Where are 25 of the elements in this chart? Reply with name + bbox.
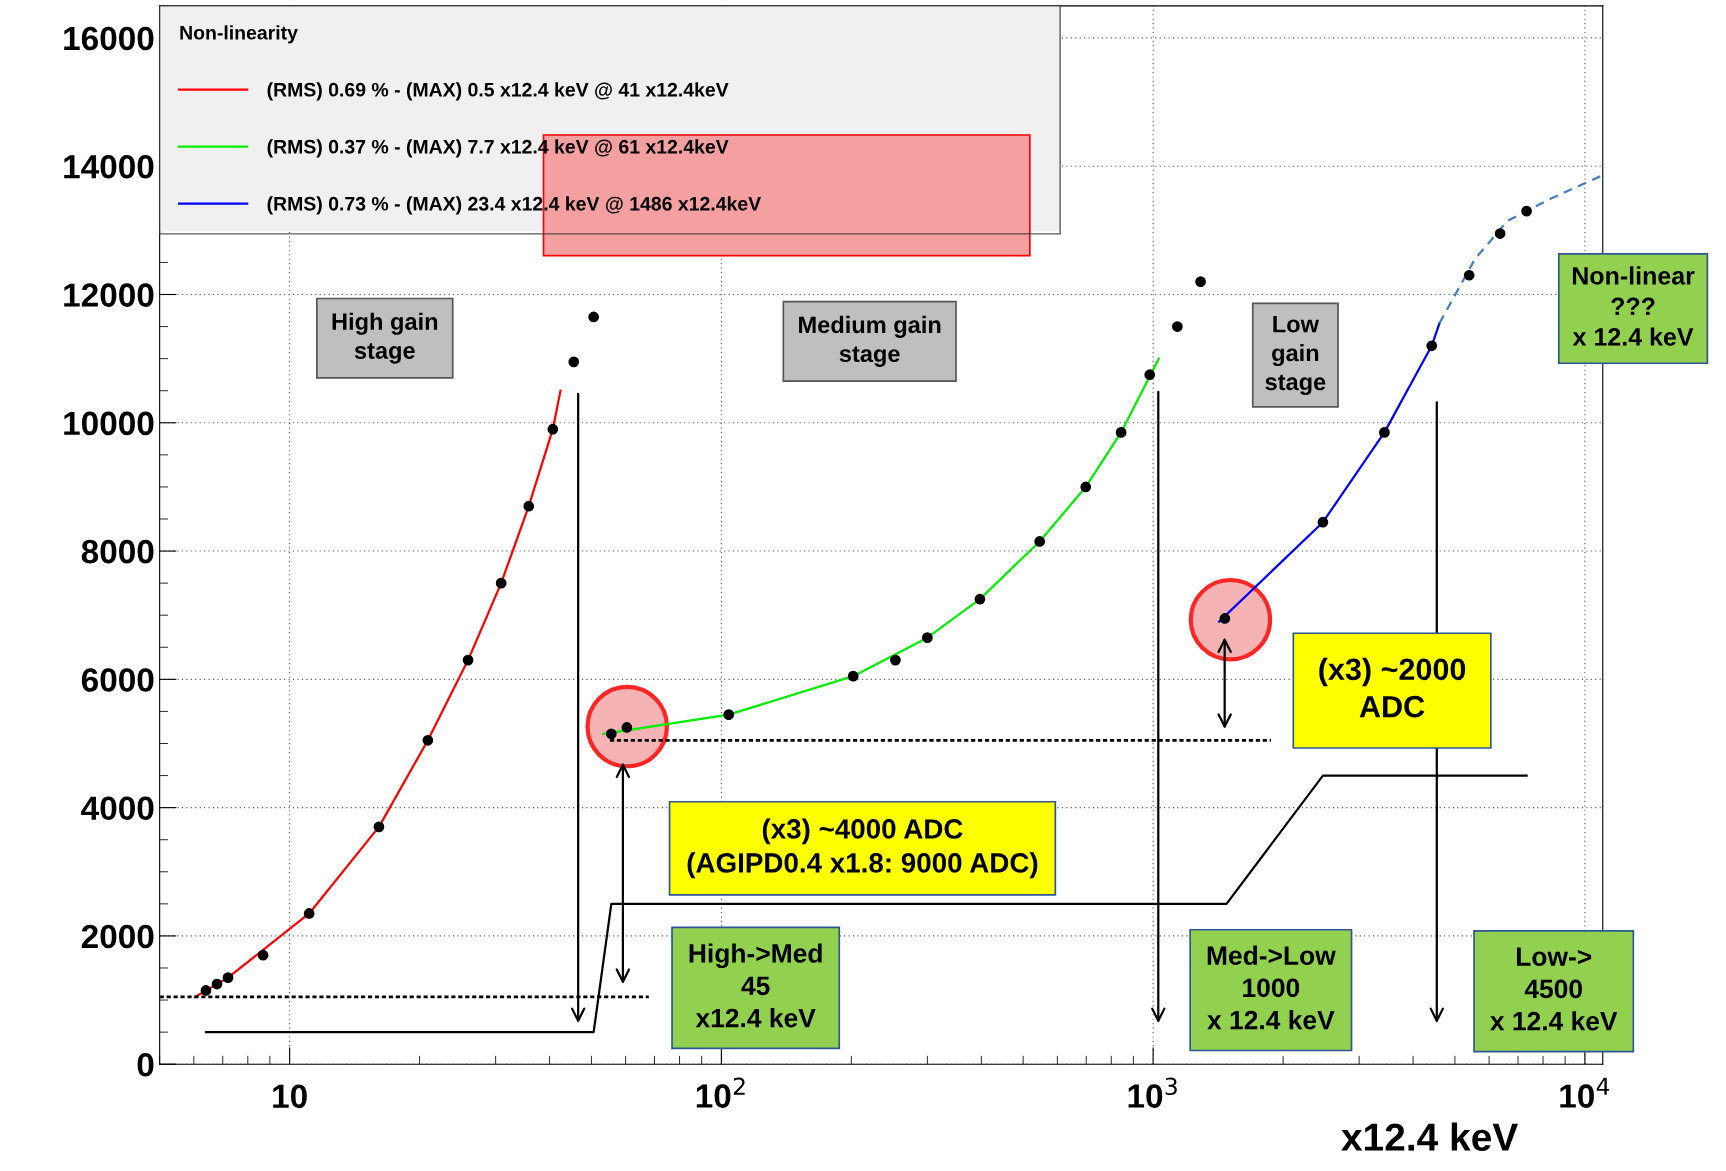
y-tick-label: 4000 [81,796,154,821]
y-tick-label: 10000 [64,411,154,436]
annotation: High->Med 45 x12.4 keV [689,943,822,1028]
x-tick-label: 10$^{2}$ [696,1077,745,1108]
annotation: High gain stage [332,312,438,364]
annotation: Low-> 4500 x 12.4 keV [1490,947,1618,1031]
x-tick-label: 10$^{4}$ [1560,1077,1610,1108]
legend-title: Non-linearity [180,25,298,44]
annotation: Medium gain stage [799,315,941,367]
annotation: (x3) ~4000 ADC (AGIPD0.4 x1.8: 9000 ADC) [687,818,1038,879]
y-tick-label: 0 [137,1053,154,1077]
x-tick-label: 10 [273,1084,307,1109]
annotation: (x3) ~2000 ADC [1319,657,1466,718]
x-axis-title: x12.4 keV [1341,1122,1518,1151]
y-tick-label: 12000 [64,283,154,307]
y-tick-label: 16000 [64,26,154,51]
legend-label: (RMS) 0.69 % - (MAX) 0.5 x12.4 keV @ 41 x12.4keV [267,82,729,101]
y-tick-label: 8000 [81,539,154,564]
annotation: Med->Low 1000 x 12.4 keV [1207,945,1336,1030]
annotation: Low gain stage [1265,316,1326,396]
x-tick-label: 10$^{3}$ [1128,1077,1177,1108]
y-tick-label: 14000 [64,155,154,179]
y-tick-label: 6000 [81,668,154,692]
y-tick-label: 2000 [81,924,154,949]
annotation: Non-linear ??? x 12.4 keV [1572,266,1695,346]
